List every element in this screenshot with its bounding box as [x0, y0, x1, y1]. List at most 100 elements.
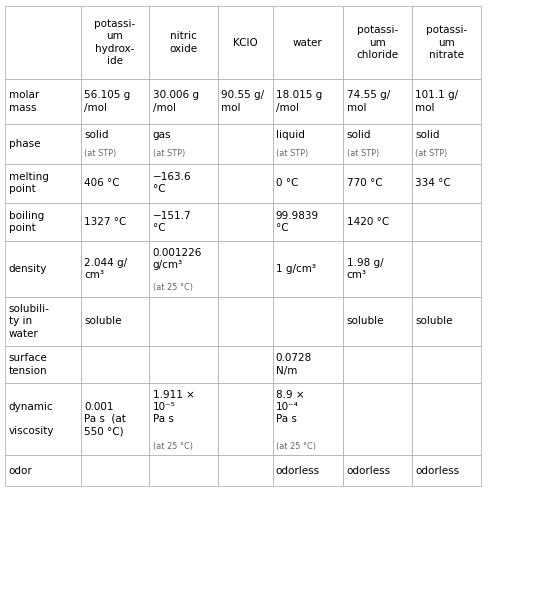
Text: 770 °C: 770 °C — [347, 178, 382, 188]
Bar — [5, 297, 81, 346]
Bar — [5, 6, 81, 79]
Text: soluble: soluble — [84, 316, 122, 326]
Text: (at 25 °C): (at 25 °C) — [153, 442, 192, 451]
Bar — [343, 164, 412, 203]
Text: 0.0728
N/m: 0.0728 N/m — [276, 353, 312, 375]
Bar — [343, 346, 412, 383]
Text: 0.001226
g/cm³: 0.001226 g/cm³ — [153, 248, 202, 270]
Bar — [343, 79, 412, 124]
Bar — [272, 164, 343, 203]
Text: (at STP): (at STP) — [84, 149, 116, 158]
Text: 1.911 ×
10⁻⁵
Pa s: 1.911 × 10⁻⁵ Pa s — [153, 390, 195, 424]
Bar — [412, 455, 481, 486]
Text: density: density — [9, 264, 47, 274]
Text: potassi-
um
chloride: potassi- um chloride — [356, 25, 399, 60]
Bar — [149, 164, 218, 203]
Bar — [149, 6, 218, 79]
Text: (at 25 °C): (at 25 °C) — [276, 442, 316, 451]
Bar — [5, 241, 81, 297]
Bar — [149, 297, 218, 346]
Text: 1 g/cm³: 1 g/cm³ — [276, 264, 316, 274]
Bar — [343, 124, 412, 164]
Text: 56.105 g
/mol: 56.105 g /mol — [84, 91, 130, 113]
Bar — [218, 383, 272, 455]
Bar — [412, 79, 481, 124]
Text: 30.006 g
/mol: 30.006 g /mol — [153, 91, 198, 113]
Bar — [272, 383, 343, 455]
Bar — [272, 346, 343, 383]
Bar — [272, 124, 343, 164]
Bar — [5, 164, 81, 203]
Text: −163.6
°C: −163.6 °C — [153, 172, 191, 194]
Text: (at 25 °C): (at 25 °C) — [153, 283, 192, 292]
Bar — [5, 383, 81, 455]
Bar — [218, 455, 272, 486]
Bar — [272, 79, 343, 124]
Bar — [272, 455, 343, 486]
Bar — [218, 6, 272, 79]
Bar — [149, 79, 218, 124]
Bar — [5, 203, 81, 241]
Bar — [412, 124, 481, 164]
Bar — [343, 383, 412, 455]
Text: potassi-
um
hydrox-
ide: potassi- um hydrox- ide — [94, 19, 136, 66]
Text: (at STP): (at STP) — [276, 149, 308, 158]
Text: potassi-
um
nitrate: potassi- um nitrate — [426, 25, 467, 60]
Bar — [81, 241, 149, 297]
Bar — [5, 455, 81, 486]
Text: solid: solid — [347, 131, 371, 140]
Text: water: water — [293, 38, 323, 48]
Bar — [5, 79, 81, 124]
Bar — [5, 346, 81, 383]
Text: odorless: odorless — [347, 465, 391, 476]
Bar — [343, 297, 412, 346]
Text: gas: gas — [153, 131, 171, 140]
Bar — [81, 79, 149, 124]
Bar — [343, 241, 412, 297]
Bar — [412, 241, 481, 297]
Bar — [5, 124, 81, 164]
Bar — [412, 203, 481, 241]
Bar — [81, 297, 149, 346]
Text: nitric
oxide: nitric oxide — [169, 32, 198, 54]
Bar — [343, 203, 412, 241]
Bar — [149, 346, 218, 383]
Text: molar
mass: molar mass — [9, 91, 39, 113]
Bar — [81, 124, 149, 164]
Bar — [149, 203, 218, 241]
Bar — [81, 346, 149, 383]
Bar — [218, 164, 272, 203]
Text: soluble: soluble — [347, 316, 384, 326]
Text: (at STP): (at STP) — [347, 149, 379, 158]
Text: boiling
point: boiling point — [9, 211, 44, 233]
Bar — [218, 203, 272, 241]
Bar — [218, 79, 272, 124]
Text: surface
tension: surface tension — [9, 353, 47, 375]
Bar — [412, 6, 481, 79]
Bar — [218, 346, 272, 383]
Bar — [218, 124, 272, 164]
Bar — [218, 297, 272, 346]
Bar — [272, 297, 343, 346]
Text: 334 °C: 334 °C — [415, 178, 451, 188]
Text: (at STP): (at STP) — [415, 149, 447, 158]
Text: 8.9 ×
10⁻⁴
Pa s: 8.9 × 10⁻⁴ Pa s — [276, 390, 305, 424]
Bar — [149, 241, 218, 297]
Bar — [412, 346, 481, 383]
Bar — [81, 6, 149, 79]
Text: dynamic

viscosity: dynamic viscosity — [9, 402, 54, 436]
Bar — [149, 383, 218, 455]
Bar — [272, 203, 343, 241]
Text: odorless: odorless — [276, 465, 320, 476]
Text: 90.55 g/
mol: 90.55 g/ mol — [221, 91, 264, 113]
Text: phase: phase — [9, 139, 40, 149]
Text: (at STP): (at STP) — [153, 149, 185, 158]
Text: 74.55 g/
mol: 74.55 g/ mol — [347, 91, 390, 113]
Bar — [149, 455, 218, 486]
Bar — [412, 297, 481, 346]
Text: −151.7
°C: −151.7 °C — [153, 211, 191, 233]
Bar — [81, 203, 149, 241]
Text: liquid: liquid — [276, 131, 305, 140]
Text: 0.001
Pa s  (at
550 °C): 0.001 Pa s (at 550 °C) — [84, 402, 126, 436]
Text: 406 °C: 406 °C — [84, 178, 119, 188]
